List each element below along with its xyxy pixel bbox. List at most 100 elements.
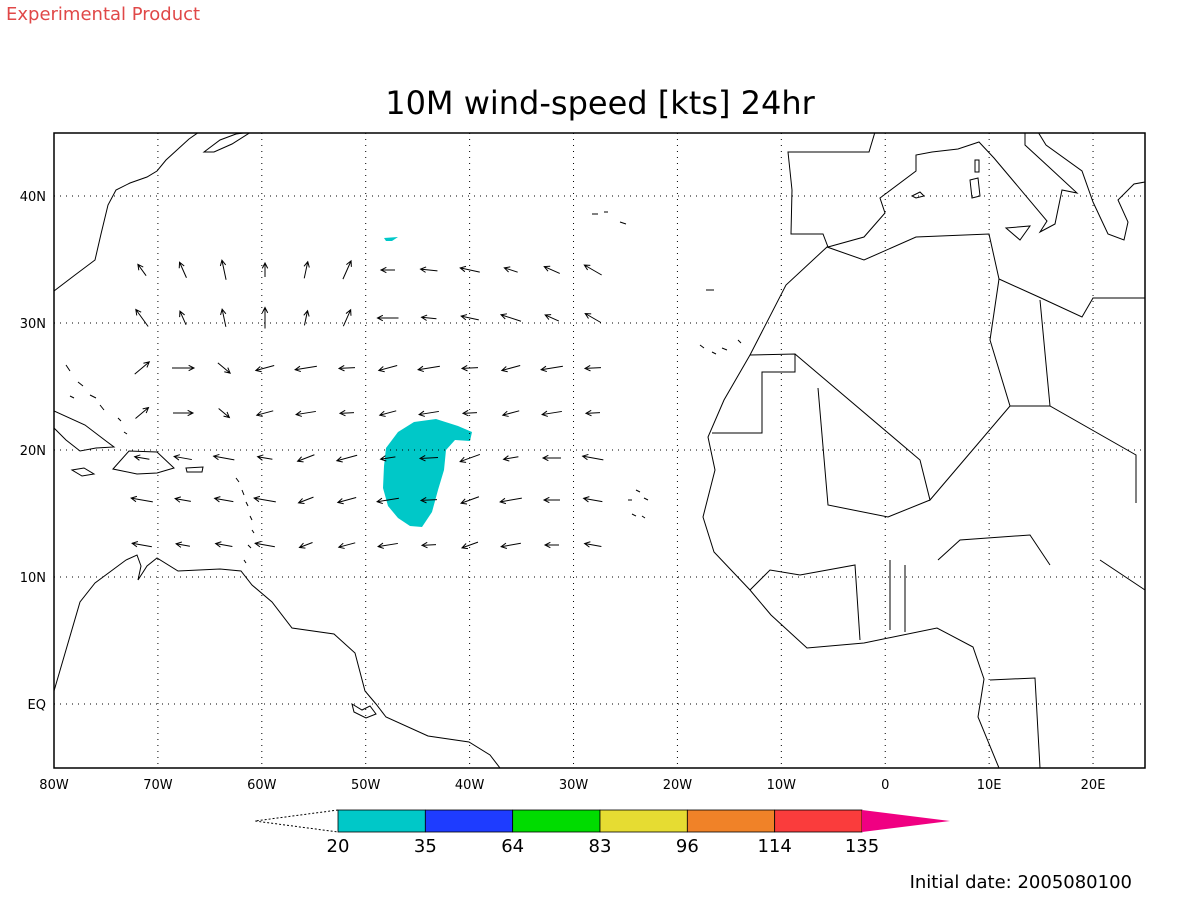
wind-arrow: [134, 361, 151, 375]
wind-arrow: [213, 496, 234, 503]
wind-arrow: [217, 362, 231, 374]
wind-arrow: [583, 541, 602, 548]
map-area: [54, 133, 1145, 768]
wind-arrow: [419, 266, 438, 273]
wind-arrow: [135, 406, 150, 419]
experimental-note: Experimental Product: [6, 4, 200, 25]
wind-arrow: [503, 266, 518, 273]
wind-arrow: [303, 260, 310, 279]
wind-arrow: [377, 365, 398, 373]
lon-label: 40W: [455, 778, 485, 793]
lon-label: 50W: [351, 778, 381, 793]
wind-arrow: [298, 542, 313, 549]
wind-arrow: [418, 410, 439, 417]
lat-label: 30N: [20, 317, 46, 332]
wind-arrow: [174, 496, 191, 503]
wind-arrow: [460, 314, 479, 321]
wind-arrow: [420, 314, 437, 321]
islands: [351, 702, 377, 719]
wind-arrow: [378, 410, 397, 417]
borders: [712, 278, 1145, 768]
wind-arrow: [135, 308, 149, 327]
colorbar-box: [337, 809, 426, 833]
initial-date: Initial date: 2005080100: [910, 872, 1132, 893]
wind-arrow: [376, 314, 399, 322]
wind-arrow: [420, 541, 437, 549]
wind-speed-shading: [383, 419, 472, 527]
wind-arrow: [461, 409, 478, 417]
lat-label: 10N: [20, 571, 46, 586]
wind-arrow: [261, 306, 269, 329]
coastline: [54, 410, 116, 452]
wind-arrow: [541, 454, 561, 462]
wind-arrow: [214, 541, 233, 548]
colorbar-over: [862, 810, 950, 832]
coastline: [112, 450, 175, 475]
lon-label: 10W: [767, 778, 797, 793]
wind-arrow: [212, 453, 235, 461]
lon-label: 70W: [143, 778, 173, 793]
wind-arrow: [219, 259, 227, 280]
lat-label: 20N: [20, 444, 46, 459]
wind-arrow: [459, 265, 480, 273]
islands: [592, 211, 742, 519]
wind-arrow: [295, 410, 316, 417]
wind-arrow: [502, 455, 519, 462]
lon-label: 20E: [1081, 778, 1106, 793]
wind-arrow: [542, 496, 560, 504]
coastline: [54, 133, 199, 292]
colorbar-under: [254, 809, 339, 833]
wind-arrow: [220, 308, 227, 327]
wind-arrow: [297, 496, 314, 504]
wind-arrow: [543, 265, 560, 274]
wind-arrow: [254, 365, 275, 373]
wind-arrow: [543, 541, 559, 549]
wind-arrow: [338, 409, 355, 417]
wind-arrow: [460, 541, 479, 550]
wind-arrow: [254, 541, 275, 548]
wind-arrow: [417, 365, 440, 373]
wind-arrow: [337, 364, 356, 372]
wind-arrow: [379, 455, 396, 462]
wind-arrow: [172, 364, 196, 372]
colorbar-box: [774, 809, 863, 833]
lat-label: 40N: [20, 190, 46, 205]
wind-arrow: [584, 409, 601, 417]
wind-arrow: [137, 263, 147, 276]
lon-label: 0: [881, 778, 889, 793]
wind-arrow: [499, 313, 522, 322]
colorbar-label: 35: [414, 836, 437, 857]
wind-arrow: [342, 308, 352, 327]
wind-arrow: [501, 410, 520, 417]
map-frame: [53, 132, 1146, 769]
wind-arrow: [336, 497, 357, 505]
lon-label: 60W: [247, 778, 277, 793]
wind-arrow: [544, 314, 560, 322]
colorbar-box: [599, 809, 688, 833]
wind-arrow: [218, 408, 231, 419]
wind-arrow: [376, 497, 399, 505]
wind-arrow: [261, 261, 269, 277]
colorbar-box: [686, 809, 776, 833]
coastline: [702, 233, 1145, 768]
colorbar-label: 64: [501, 836, 524, 857]
map-title: 10M wind-speed [kts] 24hr: [385, 84, 815, 122]
wind-arrow: [255, 410, 274, 417]
wind-arrow: [419, 496, 438, 504]
wind-arrow: [175, 541, 190, 548]
wind-arrow: [296, 454, 315, 463]
lon-label: 80W: [39, 778, 69, 793]
coastline: [185, 466, 204, 473]
wind-arrow: [500, 365, 521, 373]
wind-arrow: [130, 495, 153, 503]
wind-arrow: [335, 454, 358, 463]
wind-arrow: [583, 364, 602, 372]
colorbar-label: 20: [327, 836, 350, 857]
colorbar-box: [512, 809, 601, 833]
colorbar-label: 135: [845, 836, 879, 857]
wind-arrow: [581, 453, 604, 461]
islands: [235, 477, 255, 577]
coastline: [70, 467, 96, 477]
wind-arrow: [500, 542, 521, 549]
wind-arrow: [583, 264, 602, 276]
